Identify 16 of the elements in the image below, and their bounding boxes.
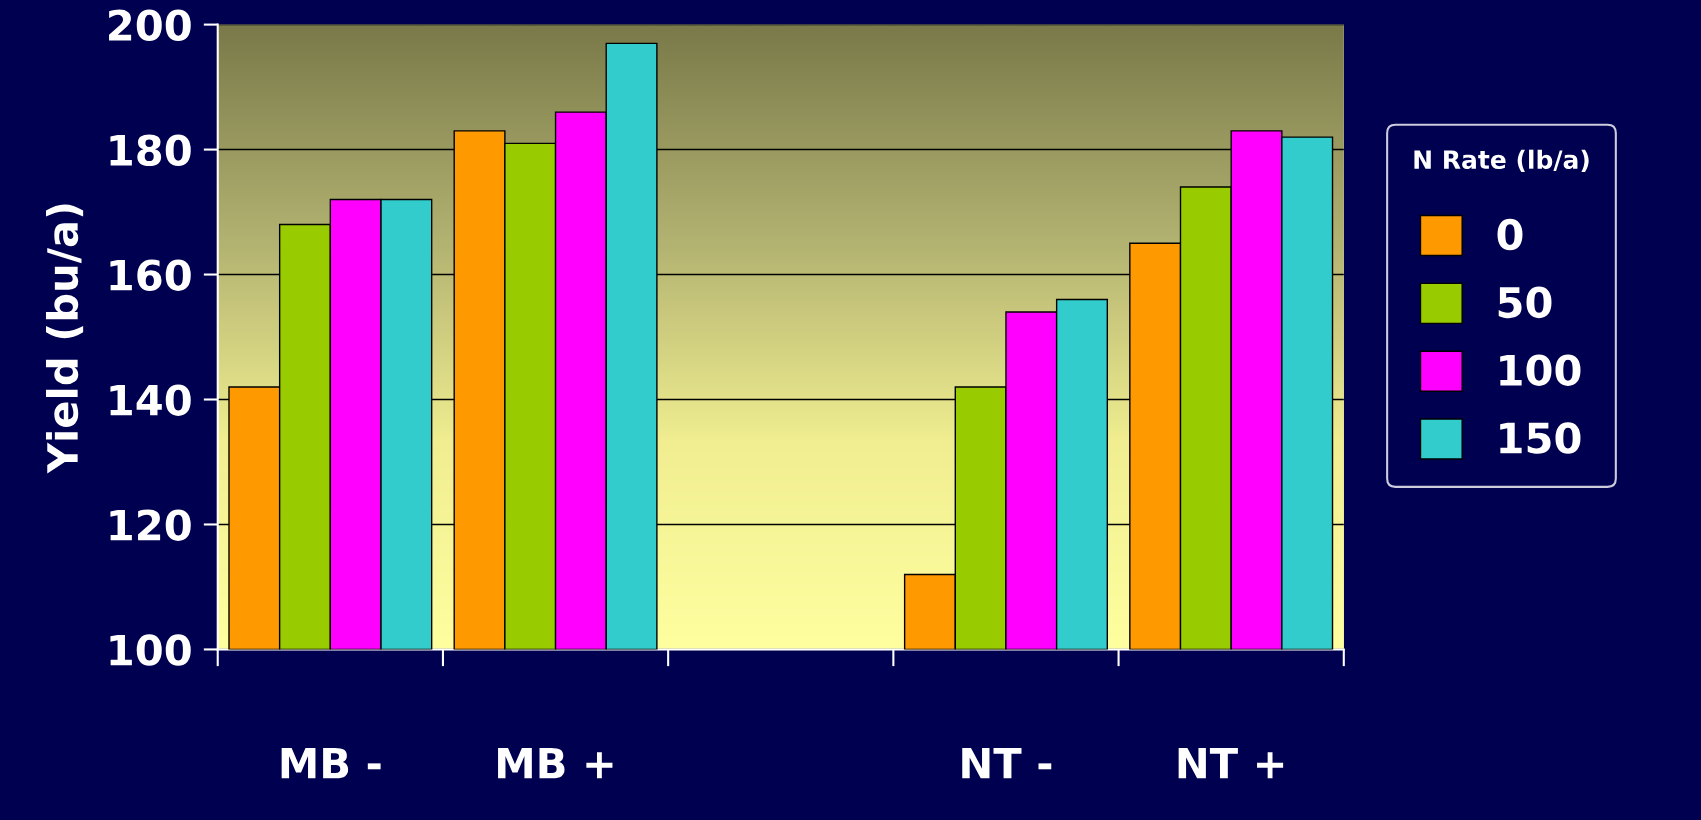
x-tick-label: MB + — [498, 747, 613, 779]
y-axis-title: Yield (bu/a) — [45, 204, 84, 474]
y-tick-label: 100 — [110, 634, 191, 666]
legend-label: 50 — [1498, 286, 1552, 319]
legend-label: 100 — [1500, 354, 1581, 386]
legend-label: 0 — [1497, 218, 1523, 251]
x-tick-label: MB - — [281, 747, 381, 779]
y-tick-label: 120 — [110, 509, 191, 541]
y-tick-label: 180 — [110, 134, 191, 166]
x-tick-label: NT - — [962, 747, 1052, 779]
y-tick-label: 140 — [110, 384, 191, 416]
legend-label: 150 — [1500, 422, 1581, 454]
y-tick-label: 160 — [110, 259, 191, 291]
legend-title: N Rate (lb/a) — [1414, 149, 1589, 172]
y-tick-label: 200 — [109, 9, 191, 42]
x-tick-label: NT + — [1178, 747, 1284, 779]
